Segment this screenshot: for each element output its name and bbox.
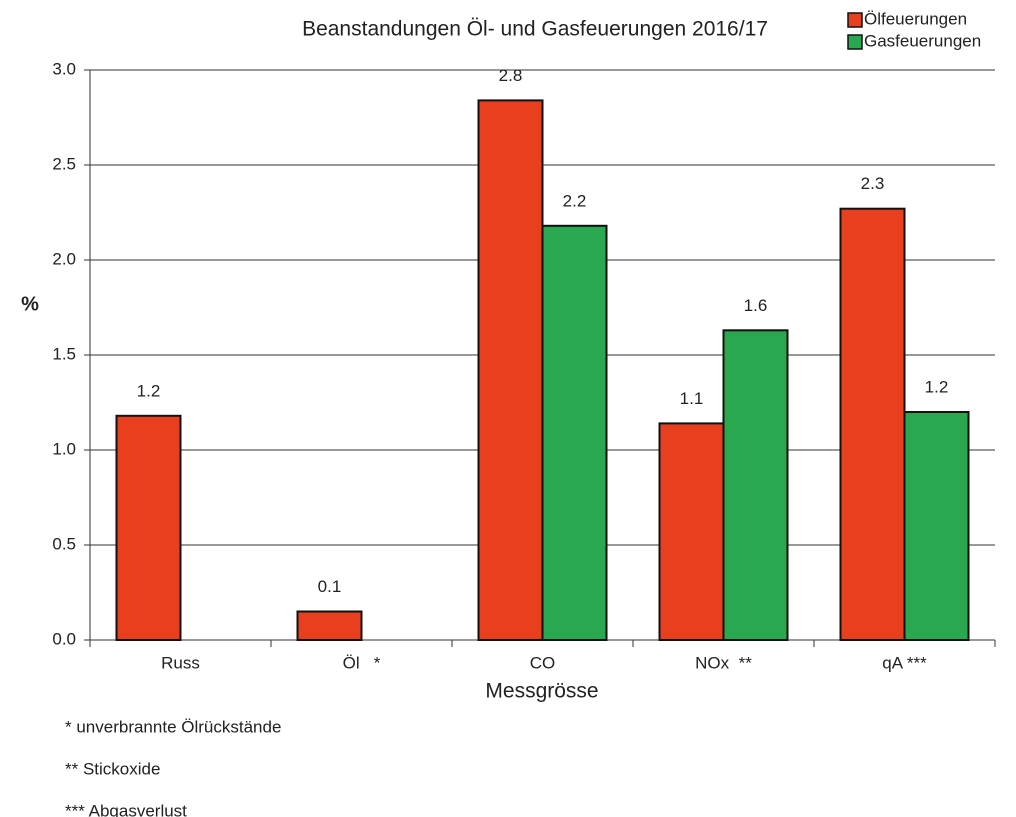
legend-label: Gasfeuerungen [864,31,981,50]
x-tick-label: Russ [161,653,200,672]
footnote: * unverbrannte Ölrückstände [65,717,281,736]
data-label: 2.2 [563,191,587,210]
y-tick-label: 1.0 [52,439,76,458]
data-label: 1.1 [680,389,704,408]
data-label: 2.8 [499,66,523,85]
data-label: 1.2 [137,381,161,400]
data-label: 1.6 [744,296,768,315]
data-label: 0.1 [318,577,342,596]
y-tick-label: 2.0 [52,249,76,268]
y-axis-label: % [21,293,39,315]
legend-swatch [847,34,863,50]
x-axis-label: Messgrösse [485,680,598,703]
x-tick-label: Öl * [343,653,381,672]
y-tick-label: 1.5 [52,344,76,363]
bar [903,411,970,641]
chart-title: Beanstandungen Öl- und Gasfeuerungen 201… [302,18,768,41]
y-tick-label: 3.0 [52,59,76,78]
x-tick-label: NOx ** [695,653,752,672]
y-tick-label: 2.5 [52,154,76,173]
data-label: 1.2 [925,377,949,396]
x-tick-label: qA *** [882,653,927,672]
bar [839,207,906,641]
footnote: *** Abgasverlust [65,801,187,817]
bar [658,422,725,641]
footnote: ** Stickoxide [65,759,160,778]
legend-swatch [847,12,863,28]
bar [722,329,789,641]
legend-label: Ölfeuerungen [864,9,967,28]
data-label: 2.3 [861,174,885,193]
y-tick-label: 0.0 [52,629,76,648]
y-tick-label: 0.5 [52,534,76,553]
x-tick-label: CO [530,653,556,672]
bar [296,610,363,641]
bar [477,99,544,641]
bar [541,224,608,642]
bar [115,414,182,641]
